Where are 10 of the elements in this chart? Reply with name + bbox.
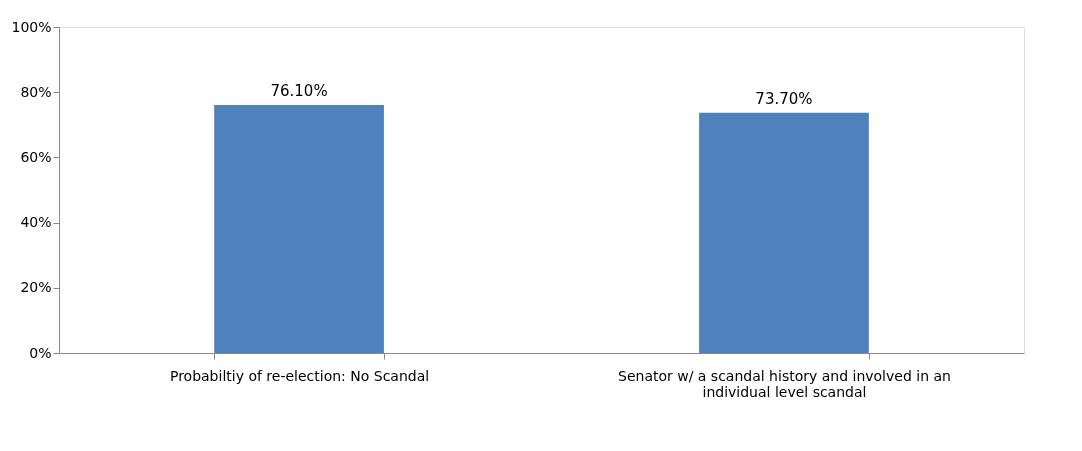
x-tick-label: Senator w/ a scandal history and involved in an individual level scandal [618,367,951,400]
y-tick-label: 80% [20,83,52,100]
y-tick-label: 100% [11,18,52,35]
y-tick-label: 20% [20,279,52,296]
y-tick-label: 60% [20,148,52,165]
y-tick-label: 40% [20,214,52,231]
data-label: 76.10% [270,81,328,100]
data-label: 73.70% [755,89,813,108]
y-tick-label: 0% [29,344,52,361]
x-tick-label: Probabiltiy of re-election: No Scandal [169,367,430,384]
